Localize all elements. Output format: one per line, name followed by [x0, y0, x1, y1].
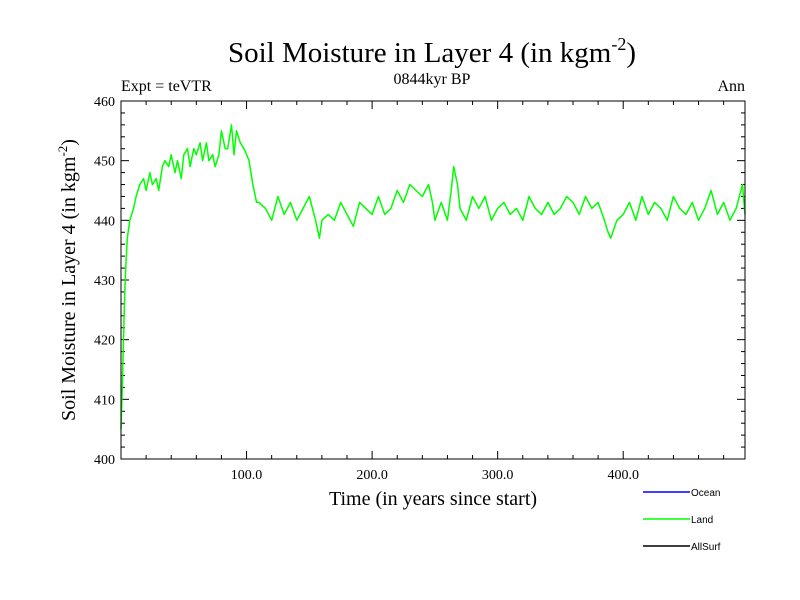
y-tick-label: 440: [94, 214, 115, 229]
plot-frame: [120, 100, 746, 460]
y-tick-label: 430: [94, 274, 115, 289]
y-tick-label: 460: [94, 95, 115, 110]
series-line-land: [120, 124, 746, 430]
subtitle-left: Expt = teVTR: [121, 78, 212, 95]
legend-label-ocean: Ocean: [691, 488, 720, 499]
subtitle-center: 0844kyr BP: [394, 71, 471, 88]
y-axis-label: Soil Moisture in Layer 4 (in kgm-2): [55, 139, 80, 421]
legend-label-land: Land: [691, 515, 713, 526]
x-tick-label: 300.0: [482, 468, 514, 483]
subtitle-right: Ann: [717, 78, 745, 95]
y-tick-label: 400: [94, 453, 115, 468]
legend-label-allsurf: AllSurf: [691, 542, 721, 553]
axis-ticks: [121, 100, 745, 460]
chart-title: Soil Moisture in Layer 4 (in kgm-2): [228, 34, 636, 69]
legend: Ocean Land AllSurf: [643, 488, 721, 553]
y-tick-label: 410: [94, 393, 115, 408]
x-tick-label: 100.0: [231, 468, 263, 483]
series-group: [120, 124, 746, 430]
x-tick-label: 200.0: [356, 468, 388, 483]
y-tick-label: 450: [94, 155, 115, 170]
y-tick-label: 420: [94, 334, 115, 349]
x-axis-label: Time (in years since start): [329, 488, 537, 510]
x-tick-label: 400.0: [607, 468, 639, 483]
tick-labels: 400 410 420 430 440 450 460 100.0 200.0 300.0 400.…: [94, 95, 639, 483]
